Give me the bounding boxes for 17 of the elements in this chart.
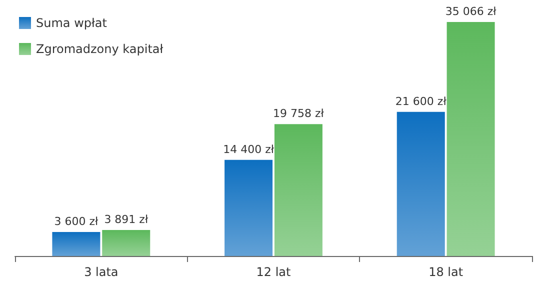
data-label: 35 066 zł bbox=[445, 5, 498, 18]
bar bbox=[52, 232, 100, 256]
x-tick-label: 18 lat bbox=[428, 265, 464, 279]
legend-label: Zgromadzony kapitał bbox=[36, 42, 164, 56]
data-label: 3 600 zł bbox=[54, 214, 100, 228]
bar bbox=[274, 124, 322, 256]
bar bbox=[396, 112, 445, 256]
x-tick-label: 12 lat bbox=[256, 265, 292, 279]
data-label: 19 758 zł bbox=[273, 107, 325, 120]
bar bbox=[224, 160, 273, 256]
data-label: 14 400 zł bbox=[223, 142, 275, 156]
x-tick-label: 3 lata bbox=[84, 265, 118, 279]
data-label: 21 600 zł bbox=[395, 94, 448, 108]
bar bbox=[446, 22, 495, 256]
legend-label: Suma wpłat bbox=[36, 16, 108, 30]
data-label: 3 891 zł bbox=[104, 213, 149, 226]
bar bbox=[102, 230, 150, 256]
